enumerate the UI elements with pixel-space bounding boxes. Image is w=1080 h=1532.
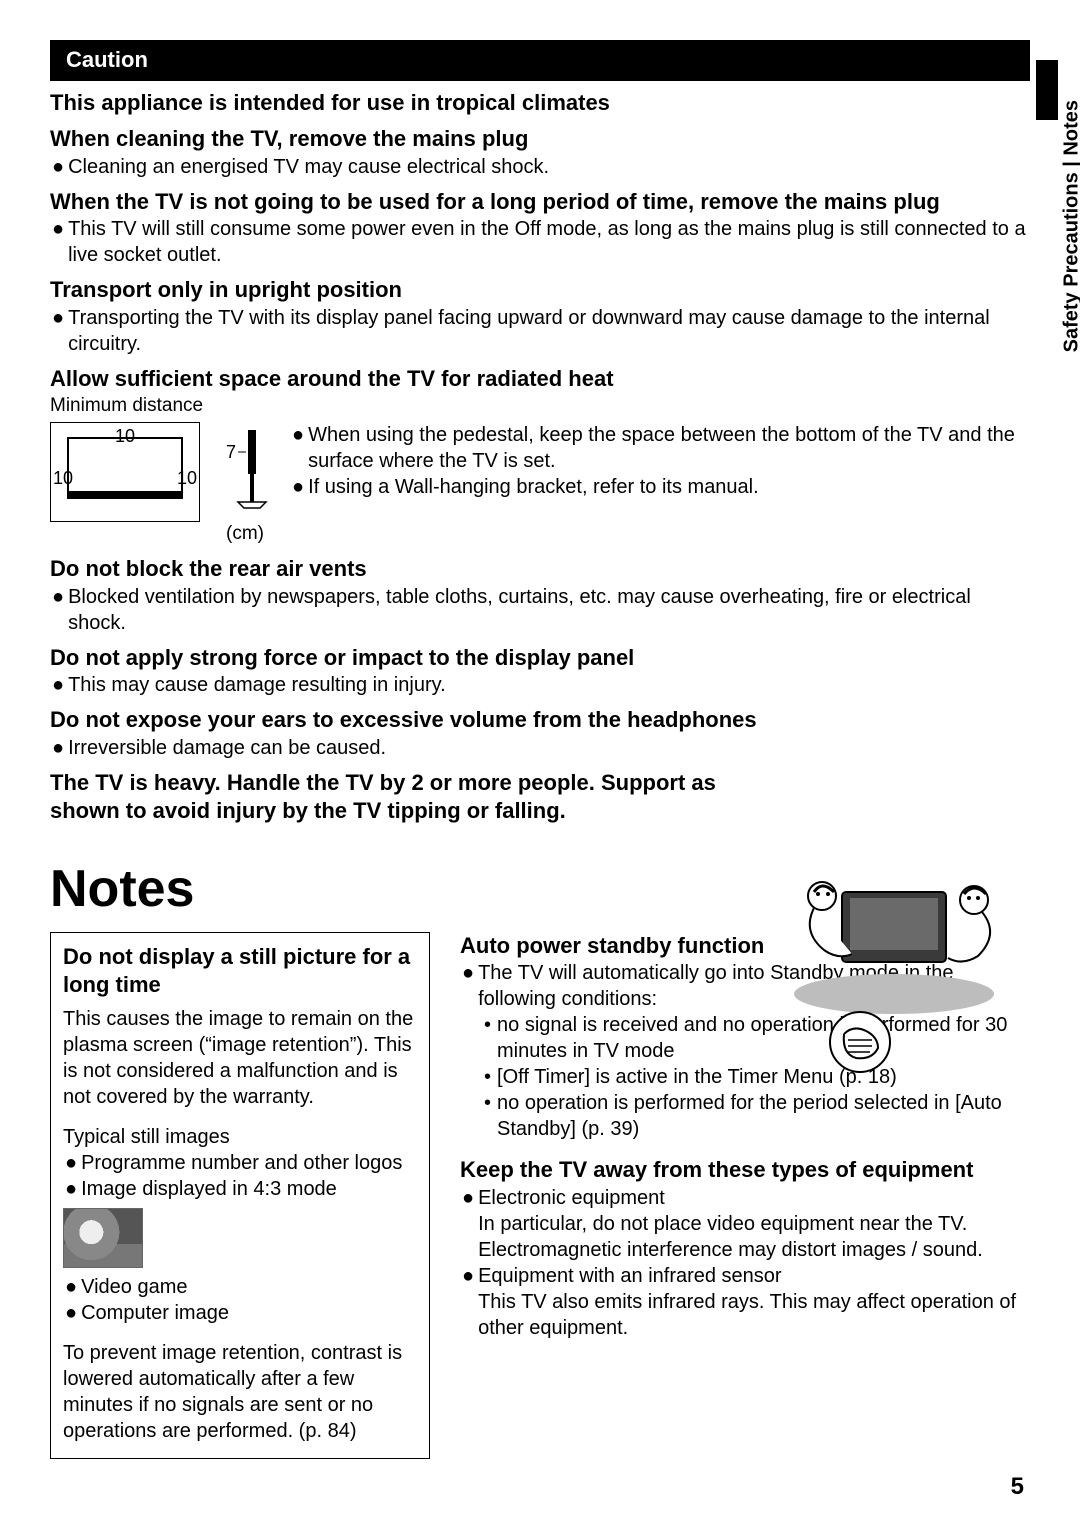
still-heading: Do not display a still picture for a lon… (63, 943, 417, 1000)
svg-text:7: 7 (226, 442, 236, 462)
typical-bullet-2: ●Image displayed in 4:3 mode (63, 1176, 417, 1202)
keep-away-2b: This TV also emits infrared rays. This m… (478, 1291, 1016, 1339)
heavy-heading: The TV is heavy. Handle the TV by 2 or m… (50, 769, 730, 826)
vents-bullet: ●Blocked ventilation by newspapers, tabl… (50, 584, 1030, 636)
transport-heading: Transport only in upright position (50, 276, 1030, 305)
keep-away-heading: Keep the TV away from these types of equ… (460, 1156, 1030, 1185)
caution-heading: Caution (50, 40, 1030, 81)
min-distance-label: Minimum distance (50, 394, 1030, 419)
force-heading: Do not apply strong force or impact to t… (50, 644, 1030, 673)
still-image-example-icon (63, 1208, 143, 1268)
keep-away-1b: In particular, do not place video equipm… (478, 1213, 983, 1261)
force-bullet: ●This may cause damage resulting in inju… (50, 672, 1030, 698)
space-bullet-2: ●If using a Wall-hanging bracket, refer … (290, 474, 1030, 500)
headphones-heading: Do not expose your ears to excessive vol… (50, 706, 1030, 735)
typical-label: Typical still images (63, 1124, 417, 1150)
space-bullet-1: ●When using the pedestal, keep the space… (290, 422, 1030, 474)
side-tab-marker (1036, 60, 1058, 120)
space-heading: Allow sufficient space around the TV for… (50, 365, 1030, 394)
tropical-heading: This appliance is intended for use in tr… (50, 89, 1030, 118)
long-period-heading: When the TV is not going to be used for … (50, 188, 1030, 217)
clearance-top-value: 10 (115, 425, 135, 448)
long-period-bullet: ●This TV will still consume some power e… (50, 216, 1030, 268)
still-body: This causes the image to remain on the p… (63, 1006, 417, 1110)
typical-bullet-3: ●Video game (63, 1274, 417, 1300)
cm-label: (cm) (220, 522, 270, 547)
clearance-front-diagram: 10 10 10 (50, 422, 200, 522)
prevent-body: To prevent image retention, contrast is … (63, 1340, 417, 1444)
clearance-right-value: 10 (177, 467, 197, 490)
keep-away-1a: Electronic equipment (478, 1187, 665, 1209)
still-picture-note-box: Do not display a still picture for a lon… (50, 932, 430, 1459)
keep-away-bullet-2: ● Equipment with an infrared sensor This… (460, 1263, 1030, 1341)
clearance-side-diagram: 7 (220, 422, 270, 522)
auto-sub-3: •no operation is performed for the perio… (460, 1090, 1030, 1142)
cleaning-bullet: ●Cleaning an energised TV may cause elec… (50, 154, 1030, 180)
vents-heading: Do not block the rear air vents (50, 555, 1030, 584)
cleaning-heading: When cleaning the TV, remove the mains p… (50, 125, 1030, 154)
keep-away-2a: Equipment with an infrared sensor (478, 1265, 782, 1287)
clearance-left-value: 10 (53, 467, 73, 490)
keep-away-bullet-1: ● Electronic equipment In particular, do… (460, 1185, 1030, 1263)
typical-bullet-1: ●Programme number and other logos (63, 1150, 417, 1176)
carry-illustration (764, 874, 1024, 1074)
headphones-bullet: ●Irreversible damage can be caused. (50, 735, 1030, 761)
transport-bullet: ●Transporting the TV with its display pa… (50, 305, 1030, 357)
page-number: 5 (1011, 1471, 1024, 1502)
side-tab-label: Safety Precautions | Notes (1058, 100, 1080, 352)
typical-bullet-4: ●Computer image (63, 1300, 417, 1326)
